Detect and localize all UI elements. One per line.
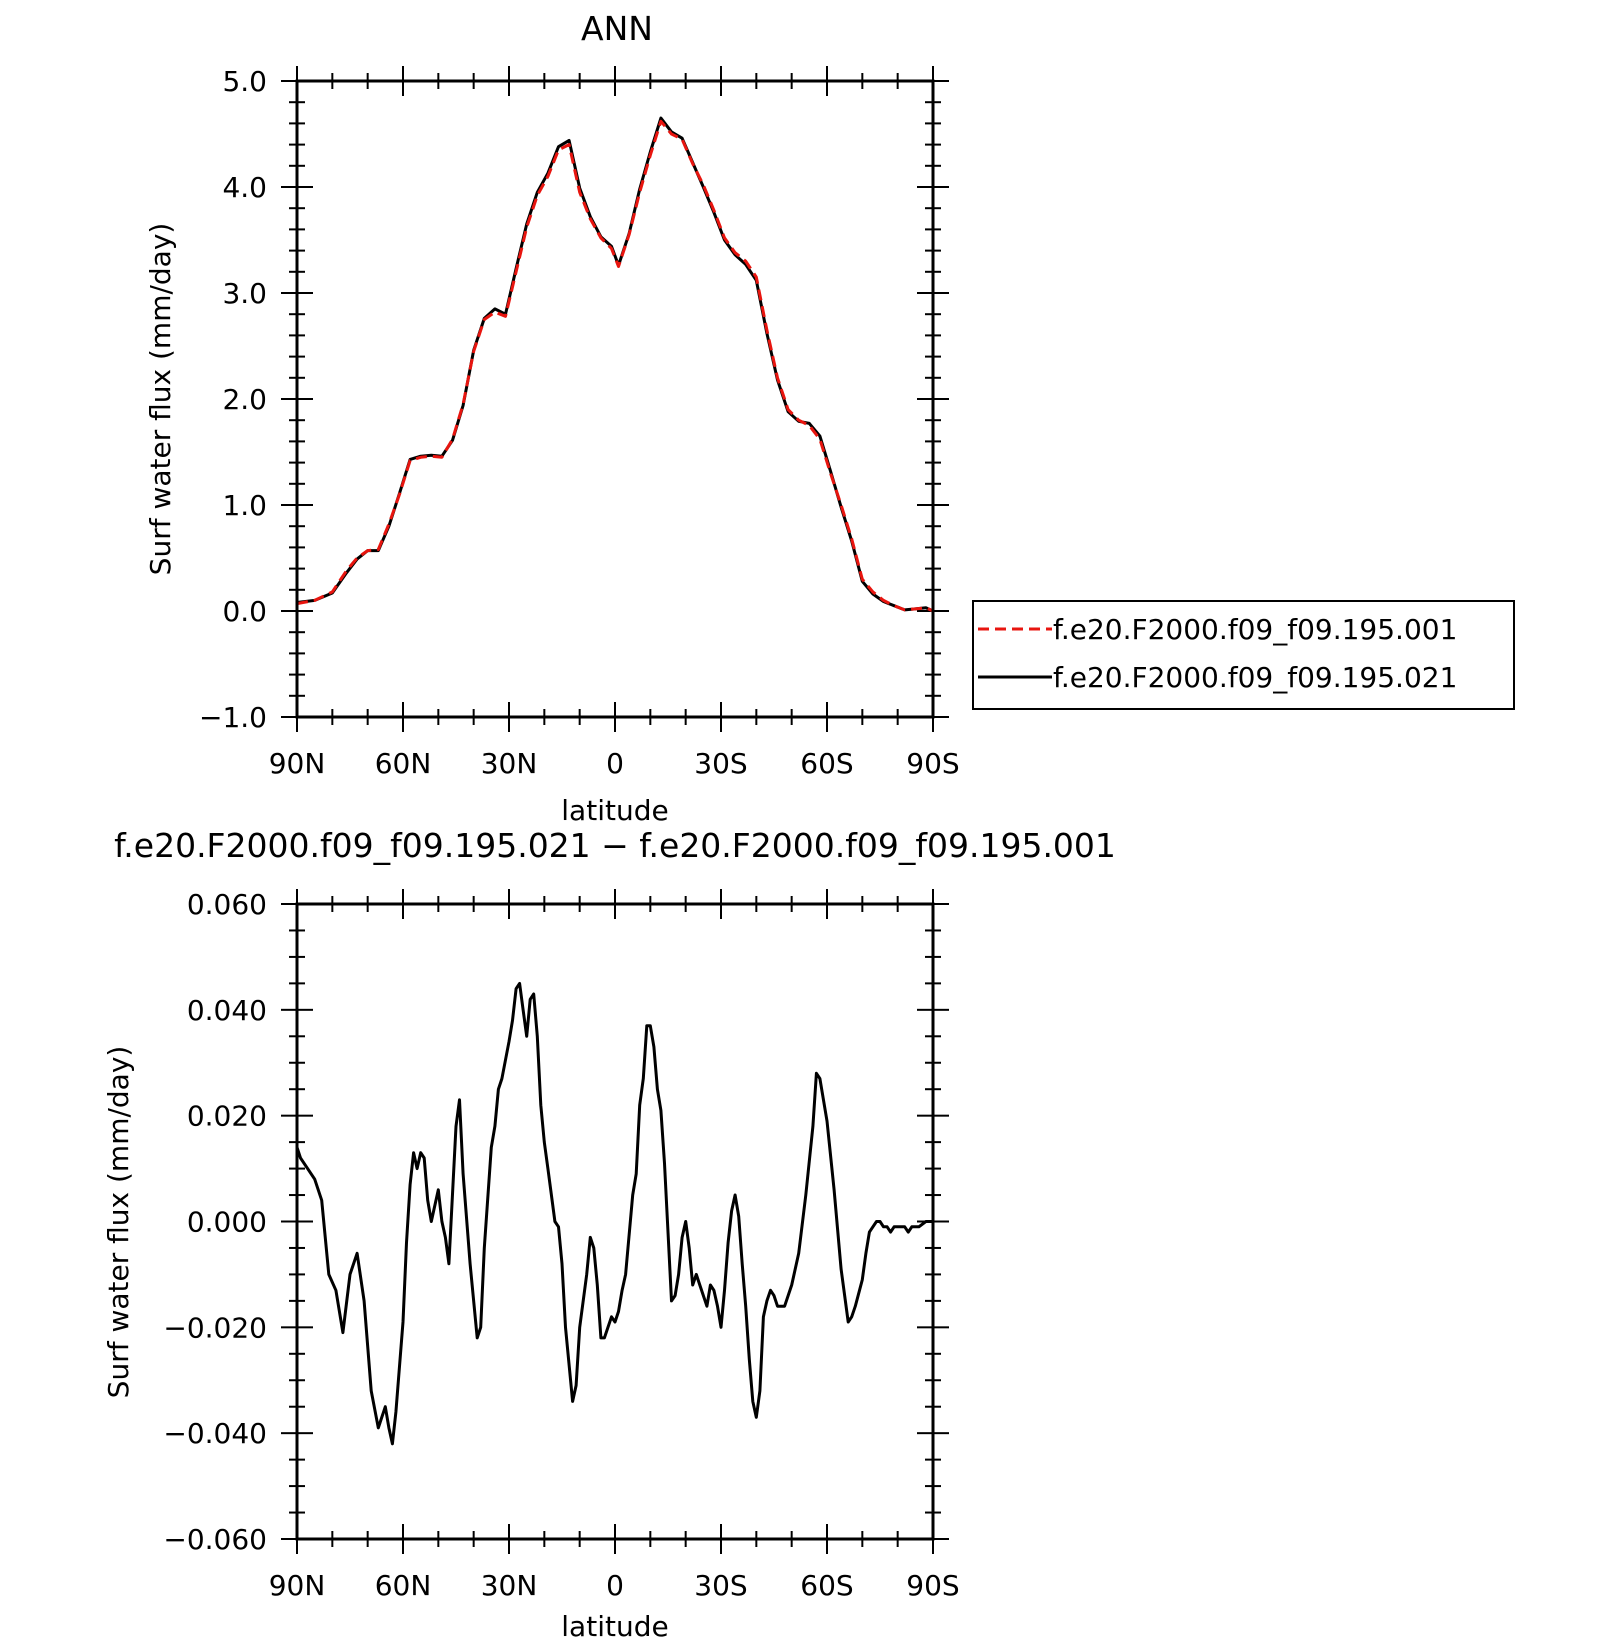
- top-y-tick-labels: −1.0 0.0 1.0 2.0 3.0 4.0 5.0: [199, 65, 267, 734]
- bottom-y-axis-title: Surf water flux (mm/day): [102, 1046, 135, 1399]
- y-tick-label: 0.060: [187, 888, 267, 921]
- x-tick-label: 90N: [269, 1569, 326, 1602]
- y-tick-label: 0.040: [187, 994, 267, 1027]
- bottom-panel: f.e20.F2000.f09_f09.195.021 − f.e20.F200…: [102, 826, 1116, 1641]
- x-tick-label: 0: [606, 747, 624, 780]
- legend: f.e20.F2000.f09_f09.195.001 f.e20.F2000.…: [972, 600, 1515, 710]
- x-tick-label: 60N: [375, 1569, 432, 1602]
- y-tick-label: 5.0: [222, 65, 267, 98]
- legend-box: [972, 600, 1515, 710]
- top-x-tick-labels: 90N 60N 30N 0 30S 60S 90S: [269, 747, 960, 780]
- y-tick-label: −0.040: [163, 1417, 267, 1450]
- bottom-plot-frame: [295, 902, 935, 1541]
- y-tick-label: 2.0: [222, 383, 267, 416]
- y-tick-label: 3.0: [222, 277, 267, 310]
- bottom-x-axis-title: latitude: [561, 1610, 668, 1641]
- x-tick-label: 30S: [694, 747, 747, 780]
- legend-label-series-2: f.e20.F2000.f09_f09.195.021: [1053, 661, 1457, 694]
- top-y-axis-title: Surf water flux (mm/day): [144, 223, 177, 576]
- y-tick-label: 4.0: [222, 171, 267, 204]
- x-tick-label: 60S: [800, 747, 853, 780]
- x-tick-label: 90S: [906, 1569, 959, 1602]
- y-tick-label: −0.020: [163, 1311, 267, 1344]
- x-tick-label: 30N: [481, 1569, 538, 1602]
- top-panel-title: ANN: [581, 9, 653, 48]
- series-line-1: [296, 119, 934, 613]
- legend-label-series-1: f.e20.F2000.f09_f09.195.001: [1053, 613, 1457, 646]
- bottom-panel-title: f.e20.F2000.f09_f09.195.021 − f.e20.F200…: [114, 826, 1116, 865]
- y-tick-label: 1.0: [222, 489, 267, 522]
- x-tick-label: 30N: [481, 747, 538, 780]
- y-tick-label: 0.000: [187, 1206, 267, 1239]
- x-tick-label: 60S: [800, 1569, 853, 1602]
- x-tick-label: 90N: [269, 747, 326, 780]
- y-tick-label: 0.020: [187, 1100, 267, 1133]
- x-tick-label: 30S: [694, 1569, 747, 1602]
- y-tick-label: −1.0: [199, 701, 267, 734]
- bottom-x-tick-labels: 90N 60N 30N 0 30S 60S 90S: [269, 1569, 960, 1602]
- y-tick-label: 0.0: [222, 595, 267, 628]
- top-panel: ANN 90N 60N 30N 0 30S 60S 90S −1.0 0.0 1.0 2.0 3.0…: [144, 9, 1515, 827]
- top-series-group: [296, 116, 934, 613]
- series-line-1: [295, 981, 933, 1446]
- bottom-series-group: [295, 981, 933, 1446]
- top-plot-frame: [295, 79, 935, 719]
- x-tick-label: 0: [606, 1569, 624, 1602]
- y-tick-label: −0.060: [163, 1523, 267, 1556]
- top-x-axis-title: latitude: [561, 794, 668, 827]
- x-tick-label: 90S: [906, 747, 959, 780]
- bottom-y-tick-labels: −0.060 −0.040 −0.020 0.000 0.020 0.040 0.060: [163, 888, 267, 1556]
- x-tick-label: 60N: [375, 747, 432, 780]
